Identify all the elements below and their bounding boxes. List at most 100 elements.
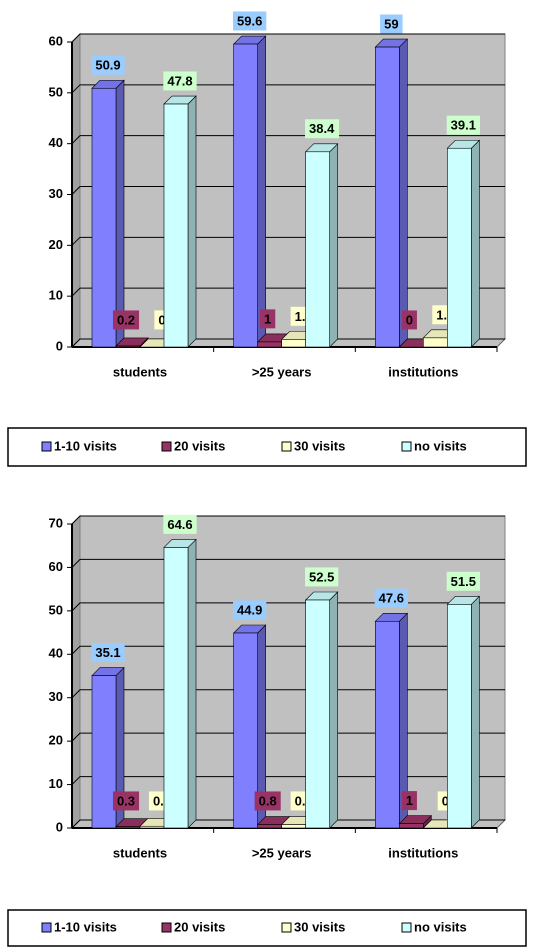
data-label: 52.5 <box>309 569 334 584</box>
data-label-box <box>401 310 417 330</box>
legend-swatch <box>41 922 52 933</box>
y-tick-label: 10 <box>49 776 63 791</box>
data-label-box <box>374 588 408 608</box>
bar-side <box>471 139 480 348</box>
bar-front <box>447 604 472 829</box>
data-label: 47.8 <box>167 73 192 88</box>
data-label-box <box>401 791 417 811</box>
legend-label: 20 visits <box>174 919 225 934</box>
legend-label: no visits <box>414 438 467 453</box>
legend-swatch <box>41 441 52 452</box>
bar-side <box>471 595 480 829</box>
bar <box>446 139 481 348</box>
y-tick-label: 60 <box>49 559 63 574</box>
bar-front <box>163 103 189 348</box>
bar-front <box>91 675 117 829</box>
bar <box>374 612 409 829</box>
data-label-box <box>260 309 276 329</box>
x-tick-label: students <box>113 845 167 860</box>
data-label: 38.4 <box>309 121 335 136</box>
y-tick-label: 0 <box>56 819 63 834</box>
data-label: 35.1 <box>95 645 120 660</box>
y-tick-label: 20 <box>49 237 63 252</box>
data-label: 64.6 <box>167 517 192 532</box>
y-tick-label: 10 <box>49 288 63 303</box>
data-label-box <box>91 643 125 663</box>
bar-front <box>305 599 330 829</box>
data-label-box <box>446 571 480 591</box>
data-label-box <box>233 11 267 31</box>
bar-side <box>329 143 338 348</box>
bar <box>374 38 409 348</box>
data-label: 0.3 <box>117 793 135 808</box>
data-label-box <box>163 71 197 91</box>
legend-swatch <box>401 441 412 452</box>
bar-front <box>375 46 400 348</box>
bar <box>232 624 267 829</box>
data-label: 59.6 <box>237 13 262 28</box>
bar-front <box>139 825 165 829</box>
data-label-box <box>112 310 140 330</box>
bar-front <box>399 823 424 829</box>
bar-front <box>257 341 282 348</box>
y-tick-label: 30 <box>49 186 63 201</box>
grid-line <box>71 558 505 568</box>
bar-side <box>399 38 408 348</box>
bar-front <box>305 151 330 348</box>
legend-swatch <box>281 441 292 452</box>
y-tick-label: 50 <box>49 602 63 617</box>
grid-line <box>71 186 505 195</box>
data-label: 50.9 <box>95 58 120 73</box>
data-label: 0 <box>442 793 449 808</box>
legend-label: no visits <box>414 919 467 934</box>
data-label-box <box>446 115 480 135</box>
data-label: 47.6 <box>379 591 404 606</box>
y-tick-label: 60 <box>49 33 63 48</box>
x-tick-label: institutions <box>388 845 458 860</box>
data-label: 1 <box>406 793 413 808</box>
legend-label: 30 visits <box>294 919 345 934</box>
grid-line <box>71 645 505 655</box>
grid-line <box>71 84 505 94</box>
data-label-box <box>112 791 140 811</box>
bar <box>115 337 149 348</box>
data-label-box <box>305 119 340 139</box>
bar-front <box>423 337 448 348</box>
bar-front <box>115 345 141 348</box>
grid-line <box>71 776 505 785</box>
grid-line <box>71 819 505 829</box>
bar <box>304 143 339 348</box>
bar-front <box>115 826 141 829</box>
data-label: 0 <box>406 312 413 327</box>
bar <box>91 79 125 348</box>
legend-swatch <box>281 922 292 933</box>
data-label: 39.1 <box>451 118 476 133</box>
grid-line <box>71 732 505 742</box>
grid-line <box>71 135 505 145</box>
bar-front <box>257 824 282 829</box>
bar <box>163 538 197 829</box>
grid-line <box>71 287 505 297</box>
y-tick-label: 40 <box>49 135 63 150</box>
legend-label: 1-10 visits <box>54 438 117 453</box>
data-label-box <box>91 55 125 75</box>
legend-box <box>7 427 527 467</box>
bar-front <box>447 147 472 348</box>
data-label-box <box>380 14 403 34</box>
legend-swatch <box>401 922 412 933</box>
data-label: 59 <box>384 17 398 32</box>
x-tick-label: >25 years <box>252 845 312 860</box>
legend-label: 20 visits <box>174 438 225 453</box>
grid-line <box>71 515 505 525</box>
bar-front <box>91 87 117 348</box>
data-label-box <box>233 600 267 620</box>
data-label: 44.9 <box>237 602 262 617</box>
data-label: 0 <box>158 312 165 327</box>
grid-line <box>71 689 505 699</box>
bar-side <box>115 79 125 348</box>
bar <box>304 591 339 829</box>
grid-line <box>71 33 505 43</box>
bar-front <box>163 547 189 829</box>
bar-side <box>257 35 266 348</box>
y-tick-label: 20 <box>49 733 63 748</box>
